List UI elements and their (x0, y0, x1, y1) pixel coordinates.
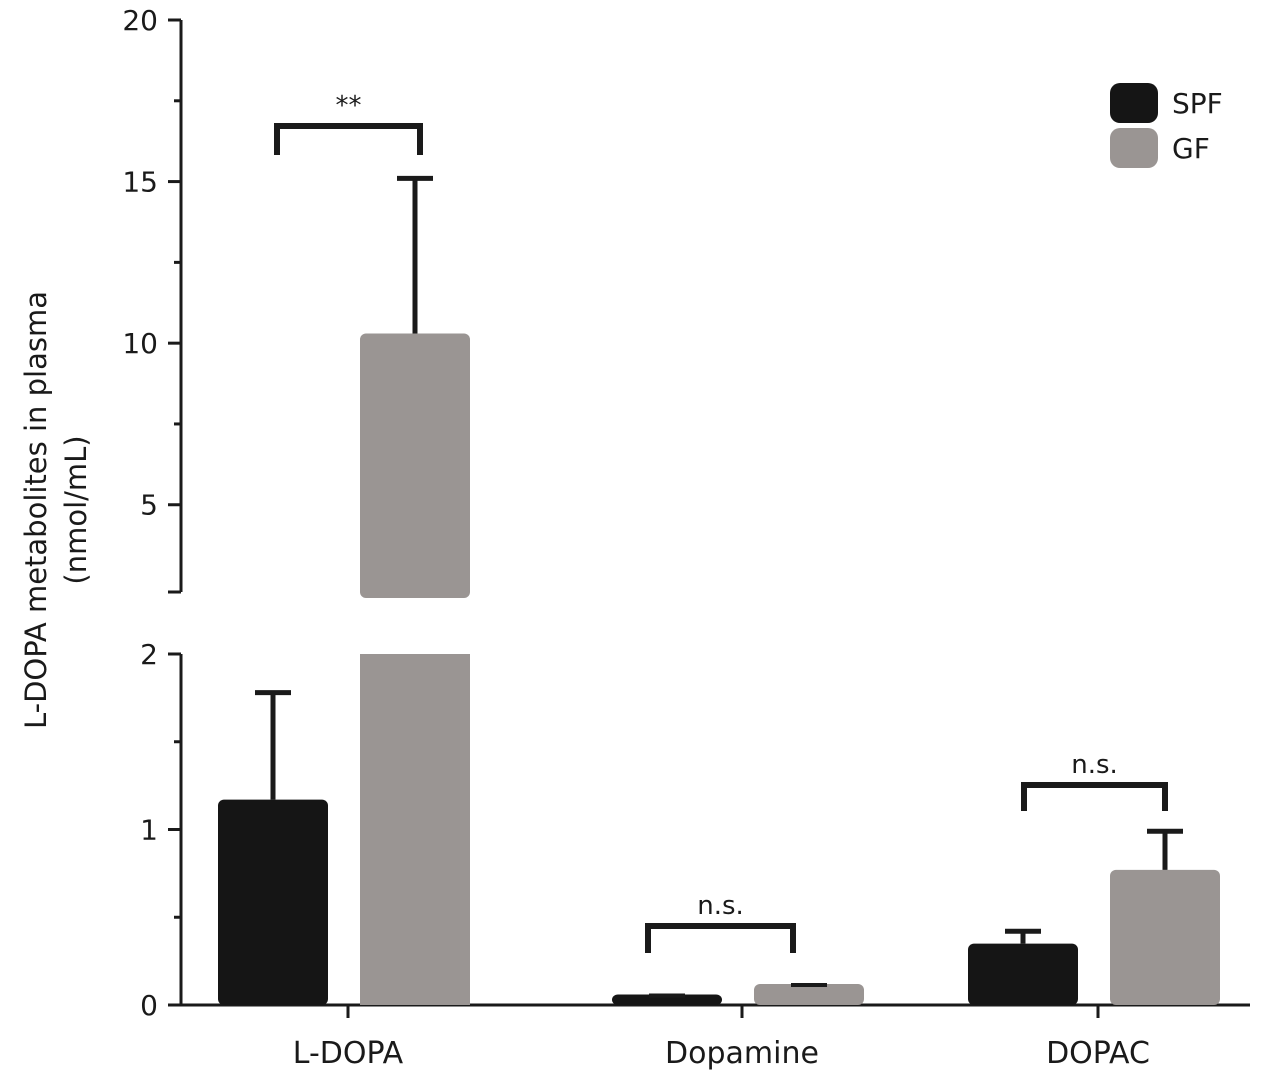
x-tick-label: Dopamine (665, 1036, 819, 1071)
significance-label: n.s. (697, 891, 744, 921)
bars (218, 333, 1220, 1005)
bar-spf (218, 799, 328, 1005)
legend-swatch-spf (1110, 83, 1158, 123)
legend-label-gf: GF (1172, 132, 1210, 165)
legend: SPF GF (1110, 83, 1223, 168)
x-tick-label: L-DOPA (293, 1036, 404, 1071)
y-axis-label-line1: L-DOPA metabolites in plasma (19, 291, 53, 729)
significance-bracket (274, 123, 423, 155)
y-tick-label: 1 (140, 814, 158, 847)
legend-swatch-gf (1110, 128, 1158, 168)
bar-spf (612, 994, 722, 1005)
y-axis-label-line2: (nmol/mL) (59, 435, 93, 584)
significance-brackets: ** n.s. n.s. (274, 91, 1168, 953)
y-tick-label: 10 (122, 327, 158, 360)
bar-gf (1110, 869, 1220, 1005)
significance-label: n.s. (1071, 750, 1118, 780)
bar-gf-lower (360, 654, 470, 1005)
bar-gf (754, 983, 864, 1005)
error-bars (255, 175, 1183, 998)
y-tick-label: 2 (140, 638, 158, 671)
bar-spf (968, 943, 1078, 1005)
significance-bracket (645, 923, 796, 953)
x-tick-label: DOPAC (1046, 1036, 1150, 1071)
significance-label: ** (336, 91, 362, 121)
bar-gf-upper (360, 333, 470, 598)
axes (168, 18, 1250, 1018)
significance-bracket (1021, 782, 1168, 811)
y-tick-label: 0 (140, 989, 158, 1022)
y-tick-label: 15 (122, 166, 158, 199)
y-tick-label: 5 (140, 489, 158, 522)
legend-label-spf: SPF (1172, 87, 1223, 120)
tick-labels: 0 1 2 5 10 15 20 L-DOPA Dopamine DOPAC (122, 4, 1150, 1071)
y-tick-label: 20 (122, 4, 158, 37)
